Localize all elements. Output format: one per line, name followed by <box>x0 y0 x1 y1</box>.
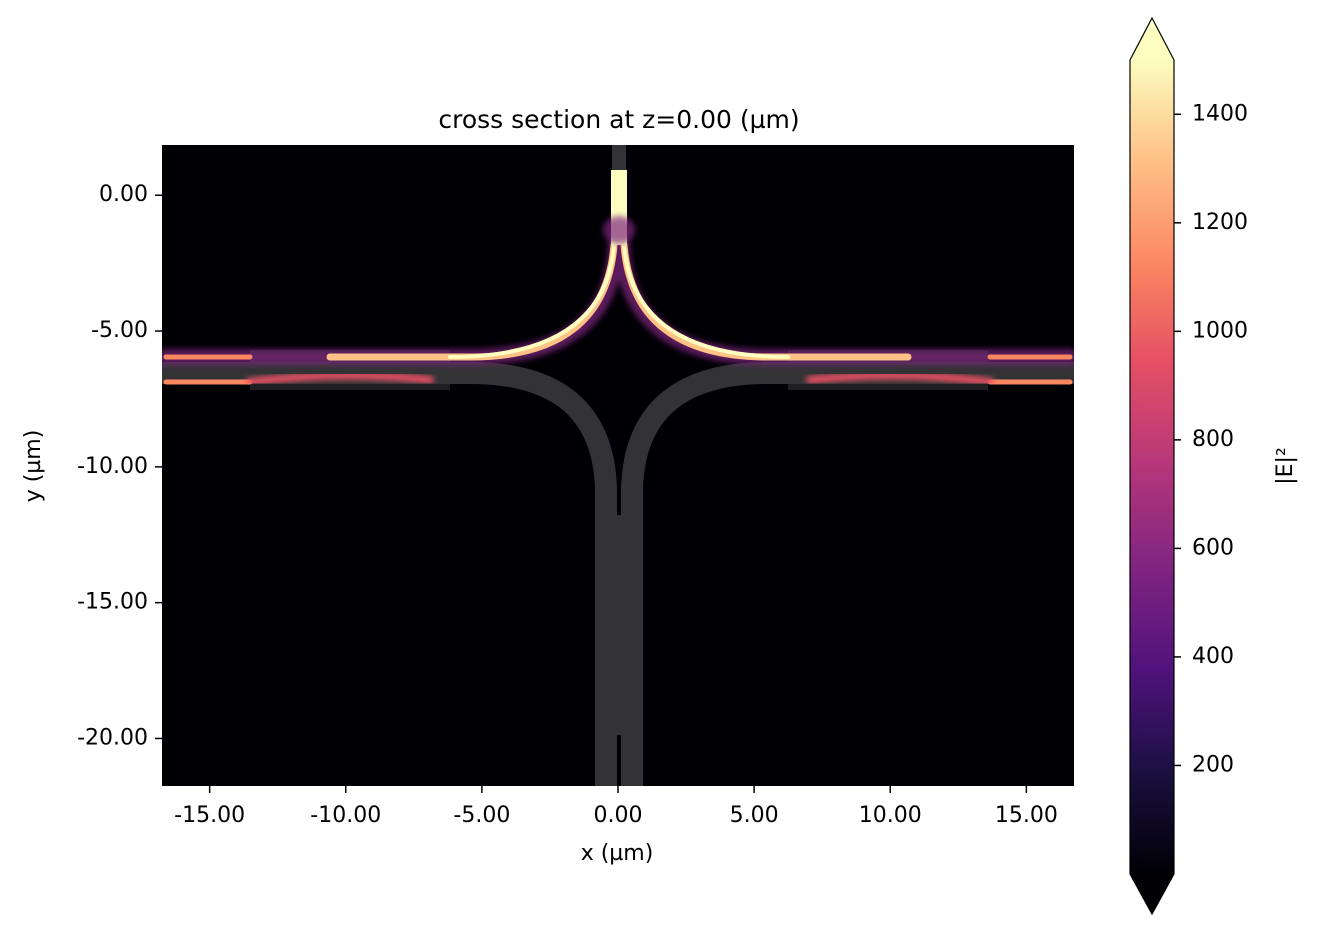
colorbar-tick-label: 1400 <box>1192 101 1248 126</box>
x-tick-label: -5.00 <box>453 803 510 828</box>
colorbar-extend-max <box>1130 18 1174 60</box>
colorbar-tick-label: 400 <box>1192 644 1234 669</box>
y-tick-label: -15.00 <box>77 590 148 615</box>
y-tick-label: -10.00 <box>77 454 148 479</box>
x-tick-label: 5.00 <box>730 803 779 828</box>
x-tick-label: 0.00 <box>594 803 643 828</box>
y-tick-label: 0.00 <box>99 182 148 207</box>
y-axis-label: y (µm) <box>21 430 46 503</box>
x-tick-label: 10.00 <box>859 803 922 828</box>
colorbar-tick-label: 1000 <box>1192 318 1248 343</box>
colorbar-tick-label: 1200 <box>1192 210 1248 235</box>
x-tick-label: 15.00 <box>995 803 1058 828</box>
y-tick-label: -20.00 <box>77 725 148 750</box>
chart-title: cross section at z=0.00 (µm) <box>438 105 799 134</box>
colorbar-outline <box>1129 16 1175 916</box>
field-glow <box>162 170 1074 386</box>
field-image <box>162 145 1074 786</box>
colorbar-tick-label: 800 <box>1192 427 1234 452</box>
x-tick-label: -15.00 <box>174 803 245 828</box>
colorbar-label: |E|² <box>1273 447 1298 485</box>
colorbar-tick-label: 200 <box>1192 752 1234 777</box>
colorbar-tick-label: 600 <box>1192 535 1234 560</box>
colorbar <box>1130 60 1174 874</box>
x-tick-label: -10.00 <box>310 803 381 828</box>
colorbar-extend-min <box>1130 874 1174 914</box>
y-tick-label: -5.00 <box>91 318 148 343</box>
x-axis-label: x (µm) <box>581 841 654 866</box>
